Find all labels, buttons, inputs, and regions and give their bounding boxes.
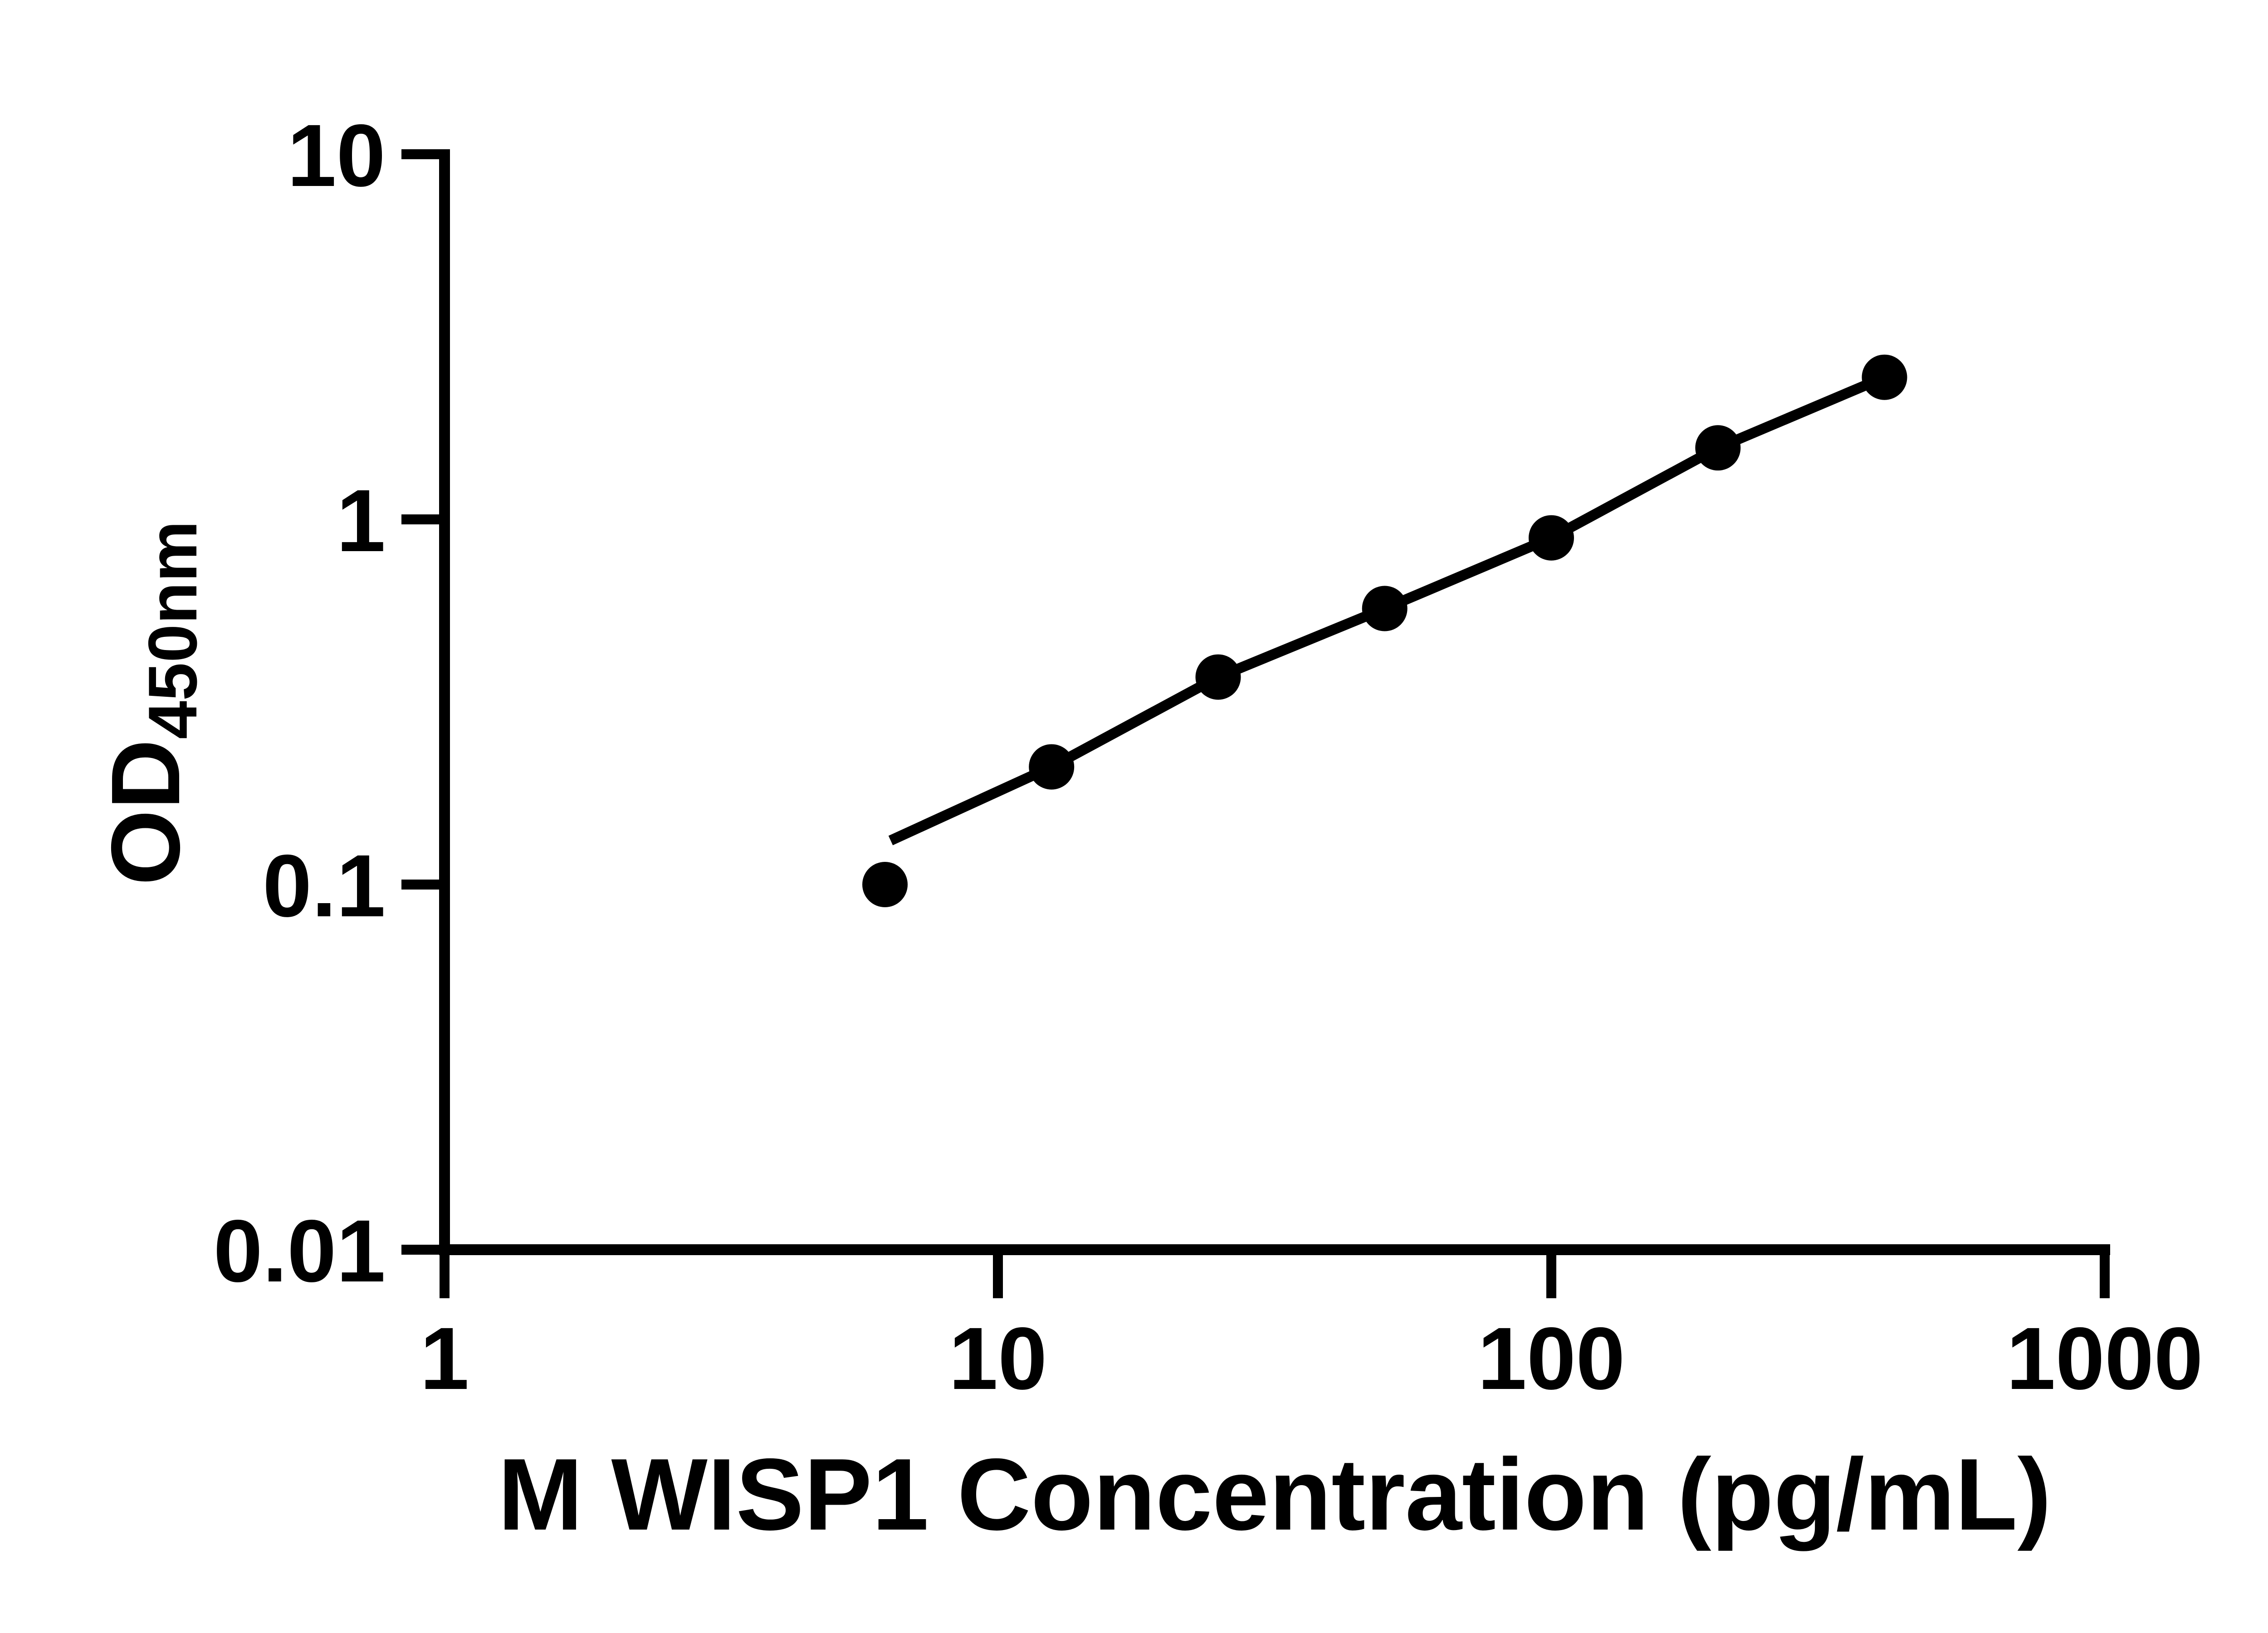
y-axis-ticks	[401, 149, 445, 1255]
y-tick-label: 0.01	[213, 1202, 386, 1301]
x-tick-label: 1000	[2006, 1309, 2203, 1408]
x-axis-ticks	[440, 1250, 2110, 1298]
data-point	[1029, 744, 1075, 790]
data-point	[1362, 586, 1408, 631]
data-point	[1695, 425, 1741, 471]
y-axis-title-subscript: 450nm	[134, 521, 211, 739]
y-tick-label: 1	[337, 471, 386, 570]
data-point	[862, 862, 908, 907]
y-tick-label: 10	[287, 106, 386, 205]
y-axis-tick-labels: 10 1 0.1 0.01	[213, 106, 386, 1301]
x-axis-title: M WISP1 Concentration (pg/mL)	[498, 1437, 2052, 1551]
y-axis-title: OD450nm	[91, 521, 211, 885]
x-tick-label: 10	[949, 1309, 1047, 1408]
x-axis-tick-labels: 1 10 100 1000	[420, 1309, 2203, 1408]
x-tick-label: 100	[1477, 1309, 1625, 1408]
data-point	[1862, 354, 1907, 400]
x-tick-label: 1	[420, 1309, 469, 1408]
data-point	[1529, 515, 1574, 561]
y-axis-title-main: OD	[91, 739, 200, 886]
y-tick-label: 0.1	[263, 836, 386, 935]
data-points	[862, 354, 1907, 907]
data-point	[1195, 654, 1241, 700]
